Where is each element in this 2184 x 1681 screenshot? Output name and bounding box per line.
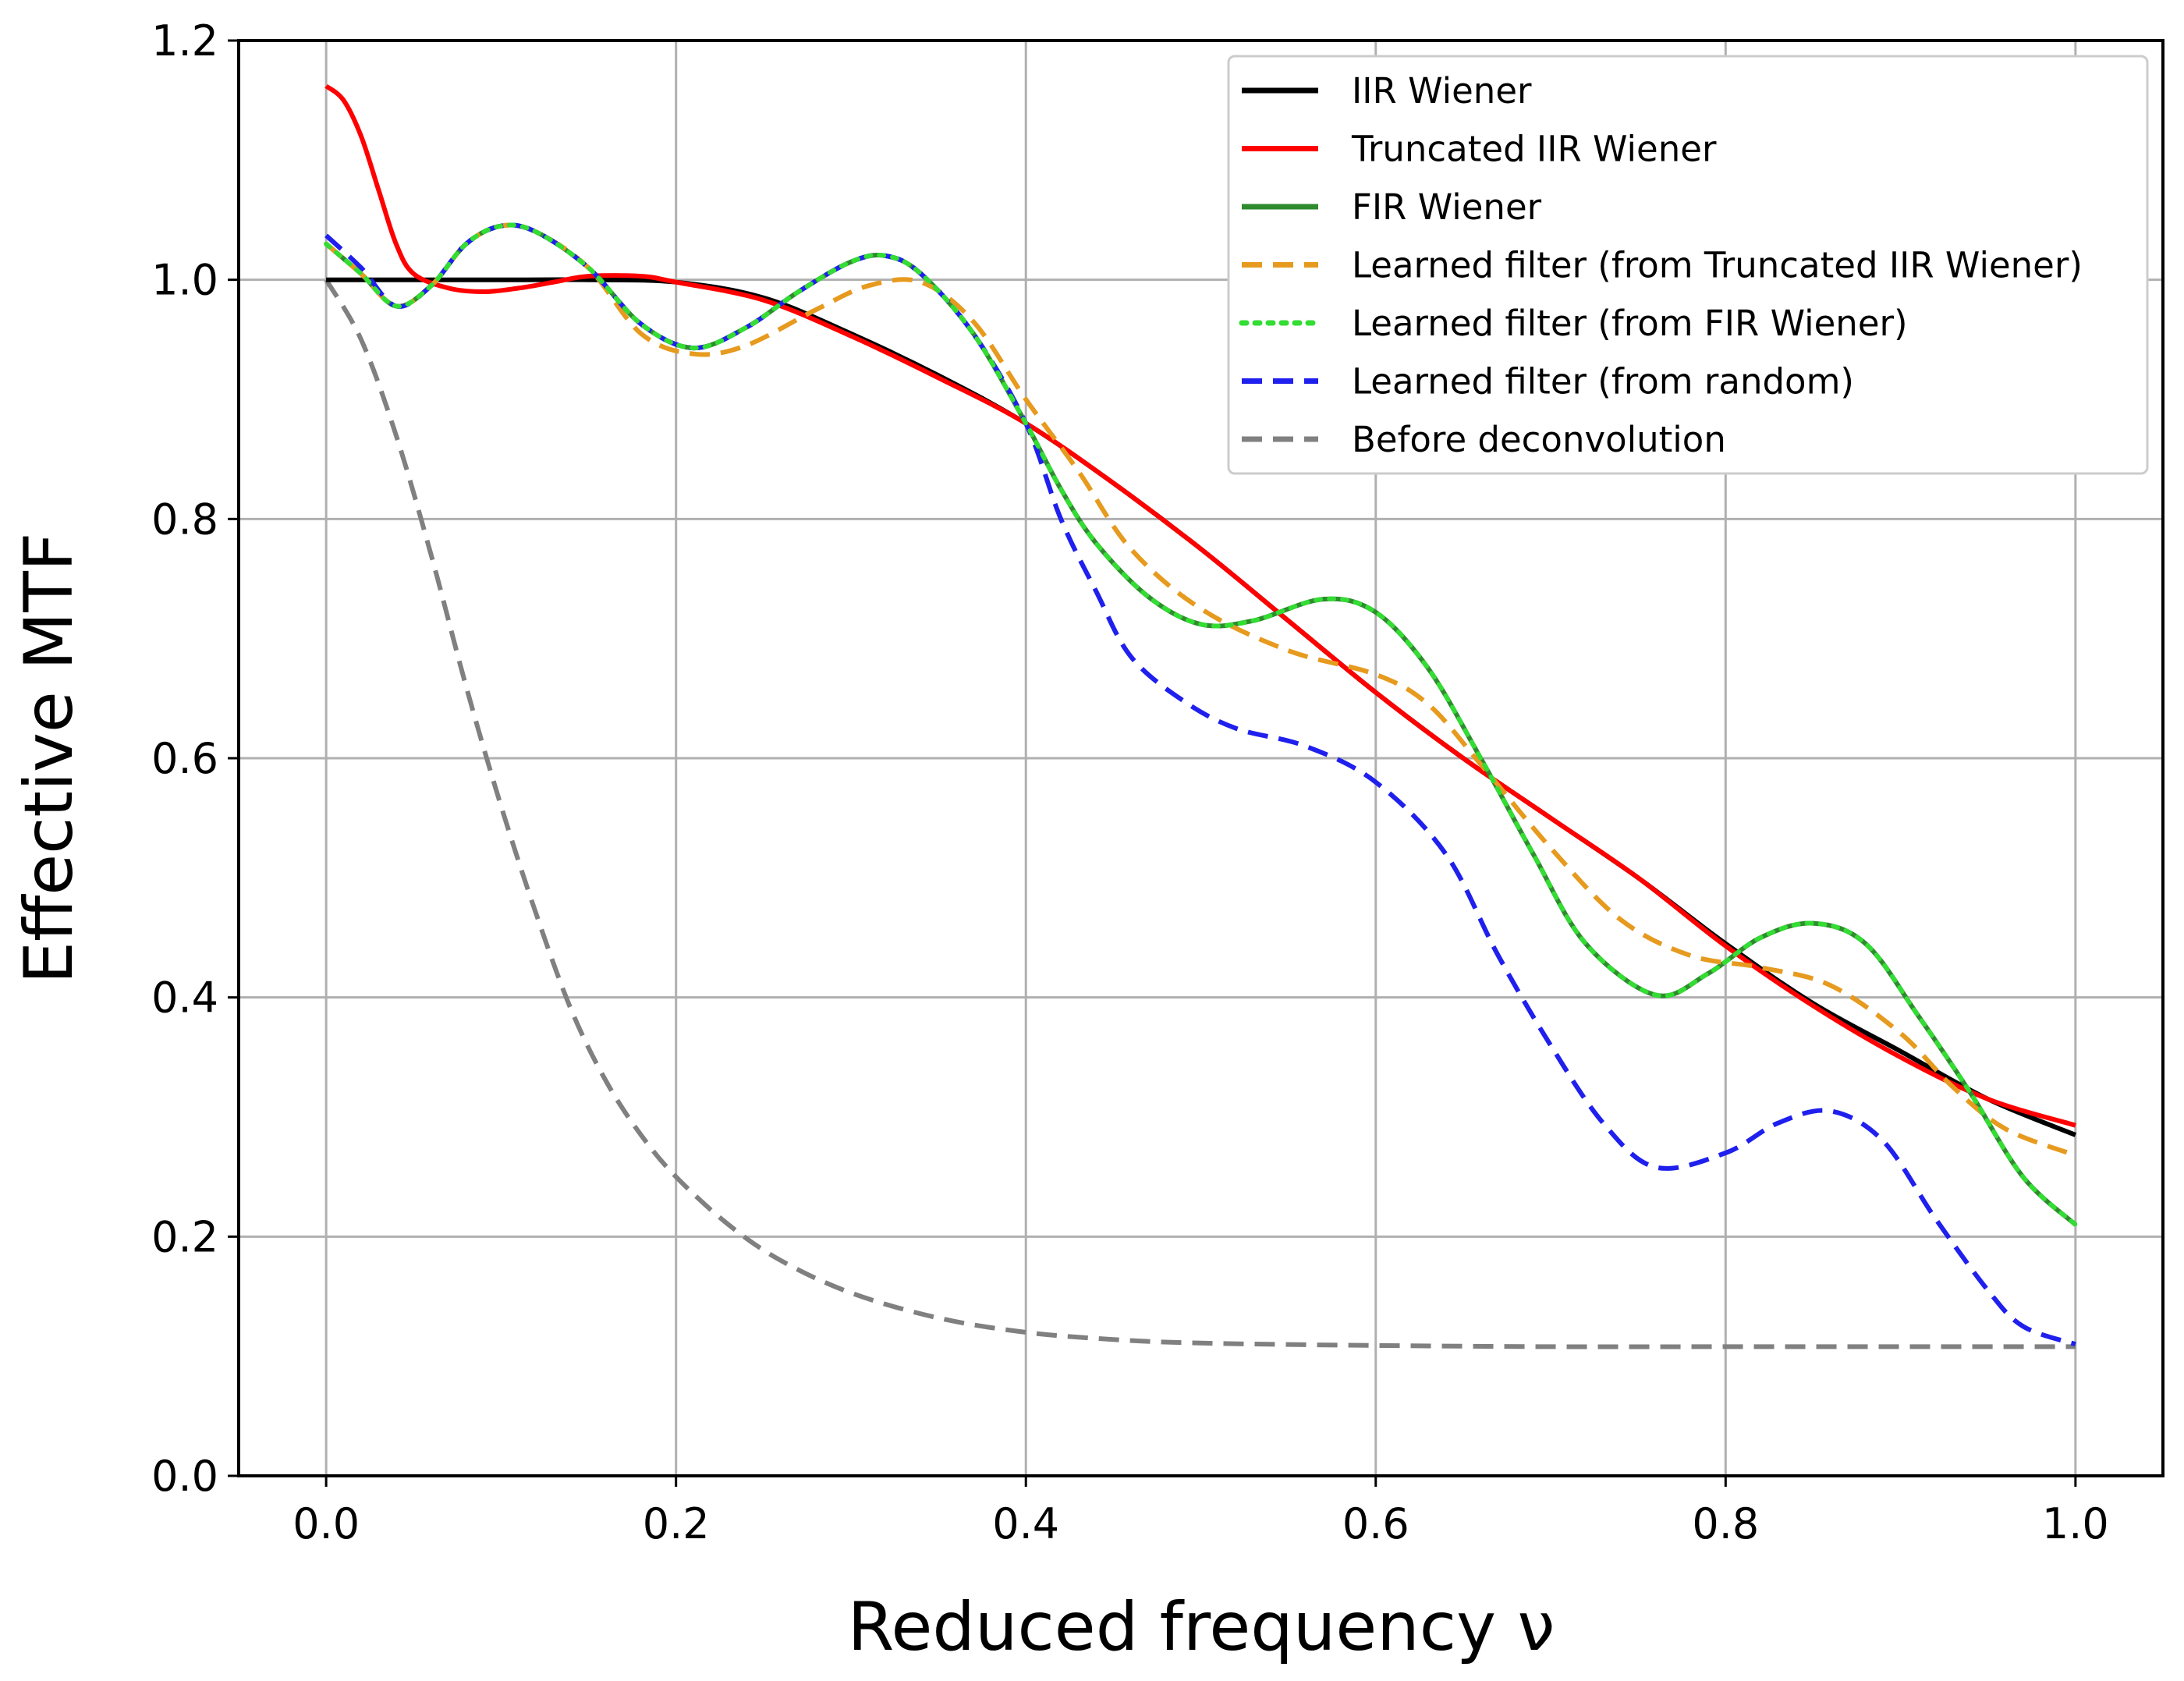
y-tick-label: 1.2 (151, 16, 218, 66)
y-tick-label: 0.4 (151, 973, 218, 1023)
series-line-learned-filter-from-fir-wiener (324, 222, 2078, 1227)
legend-label-truncated-iir-wiener: Truncated IIR Wiener (1351, 129, 1717, 170)
y-tick-label: 0.6 (151, 734, 218, 783)
x-tick-label: 0.6 (1342, 1499, 1409, 1548)
legend-label-learned-filter-from-random: Learned filter (from random) (1352, 361, 1854, 403)
legend-label-iir-wiener: IIR Wiener (1352, 70, 1532, 112)
y-axis-label: Effective MTF (10, 533, 88, 984)
legend-label-before-deconvolution: Before deconvolution (1352, 419, 1726, 460)
x-tick-label: 0.4 (992, 1499, 1059, 1548)
x-tick-label: 1.0 (2042, 1499, 2109, 1548)
y-tick-label: 0.0 (151, 1452, 218, 1501)
x-axis-label: Reduced frequency ν (848, 1588, 1555, 1666)
legend-label-fir-wiener: FIR Wiener (1352, 186, 1542, 228)
x-axis-ticks: 0.0 0.2 0.4 0.6 0.8 1.0 (292, 1476, 2109, 1548)
x-tick-label: 0.8 (1692, 1499, 1759, 1548)
y-axis-ticks: 0.0 0.2 0.4 0.6 0.8 1.0 1.2 (151, 16, 239, 1501)
legend-label-learned-filter-from-truncated-iir-wiener: Learned filter (from Truncated IIR Wiene… (1352, 245, 2083, 286)
y-tick-label: 0.8 (151, 495, 218, 544)
legend: IIR Wiener Truncated IIR Wiener FIR Wiener… (1227, 55, 2149, 475)
series-line-before-deconvolution (324, 278, 2076, 1349)
x-tick-label: 0.0 (292, 1499, 360, 1548)
series-lines (324, 83, 2078, 1349)
legend-label-learned-filter-from-fir-wiener: Learned filter (from FIR Wiener) (1352, 303, 1908, 344)
y-tick-label: 1.0 (151, 256, 218, 305)
legend-box (1227, 55, 2149, 475)
grid (239, 39, 2163, 1477)
x-tick-label: 0.2 (643, 1499, 710, 1548)
y-tick-label: 0.2 (151, 1212, 218, 1261)
